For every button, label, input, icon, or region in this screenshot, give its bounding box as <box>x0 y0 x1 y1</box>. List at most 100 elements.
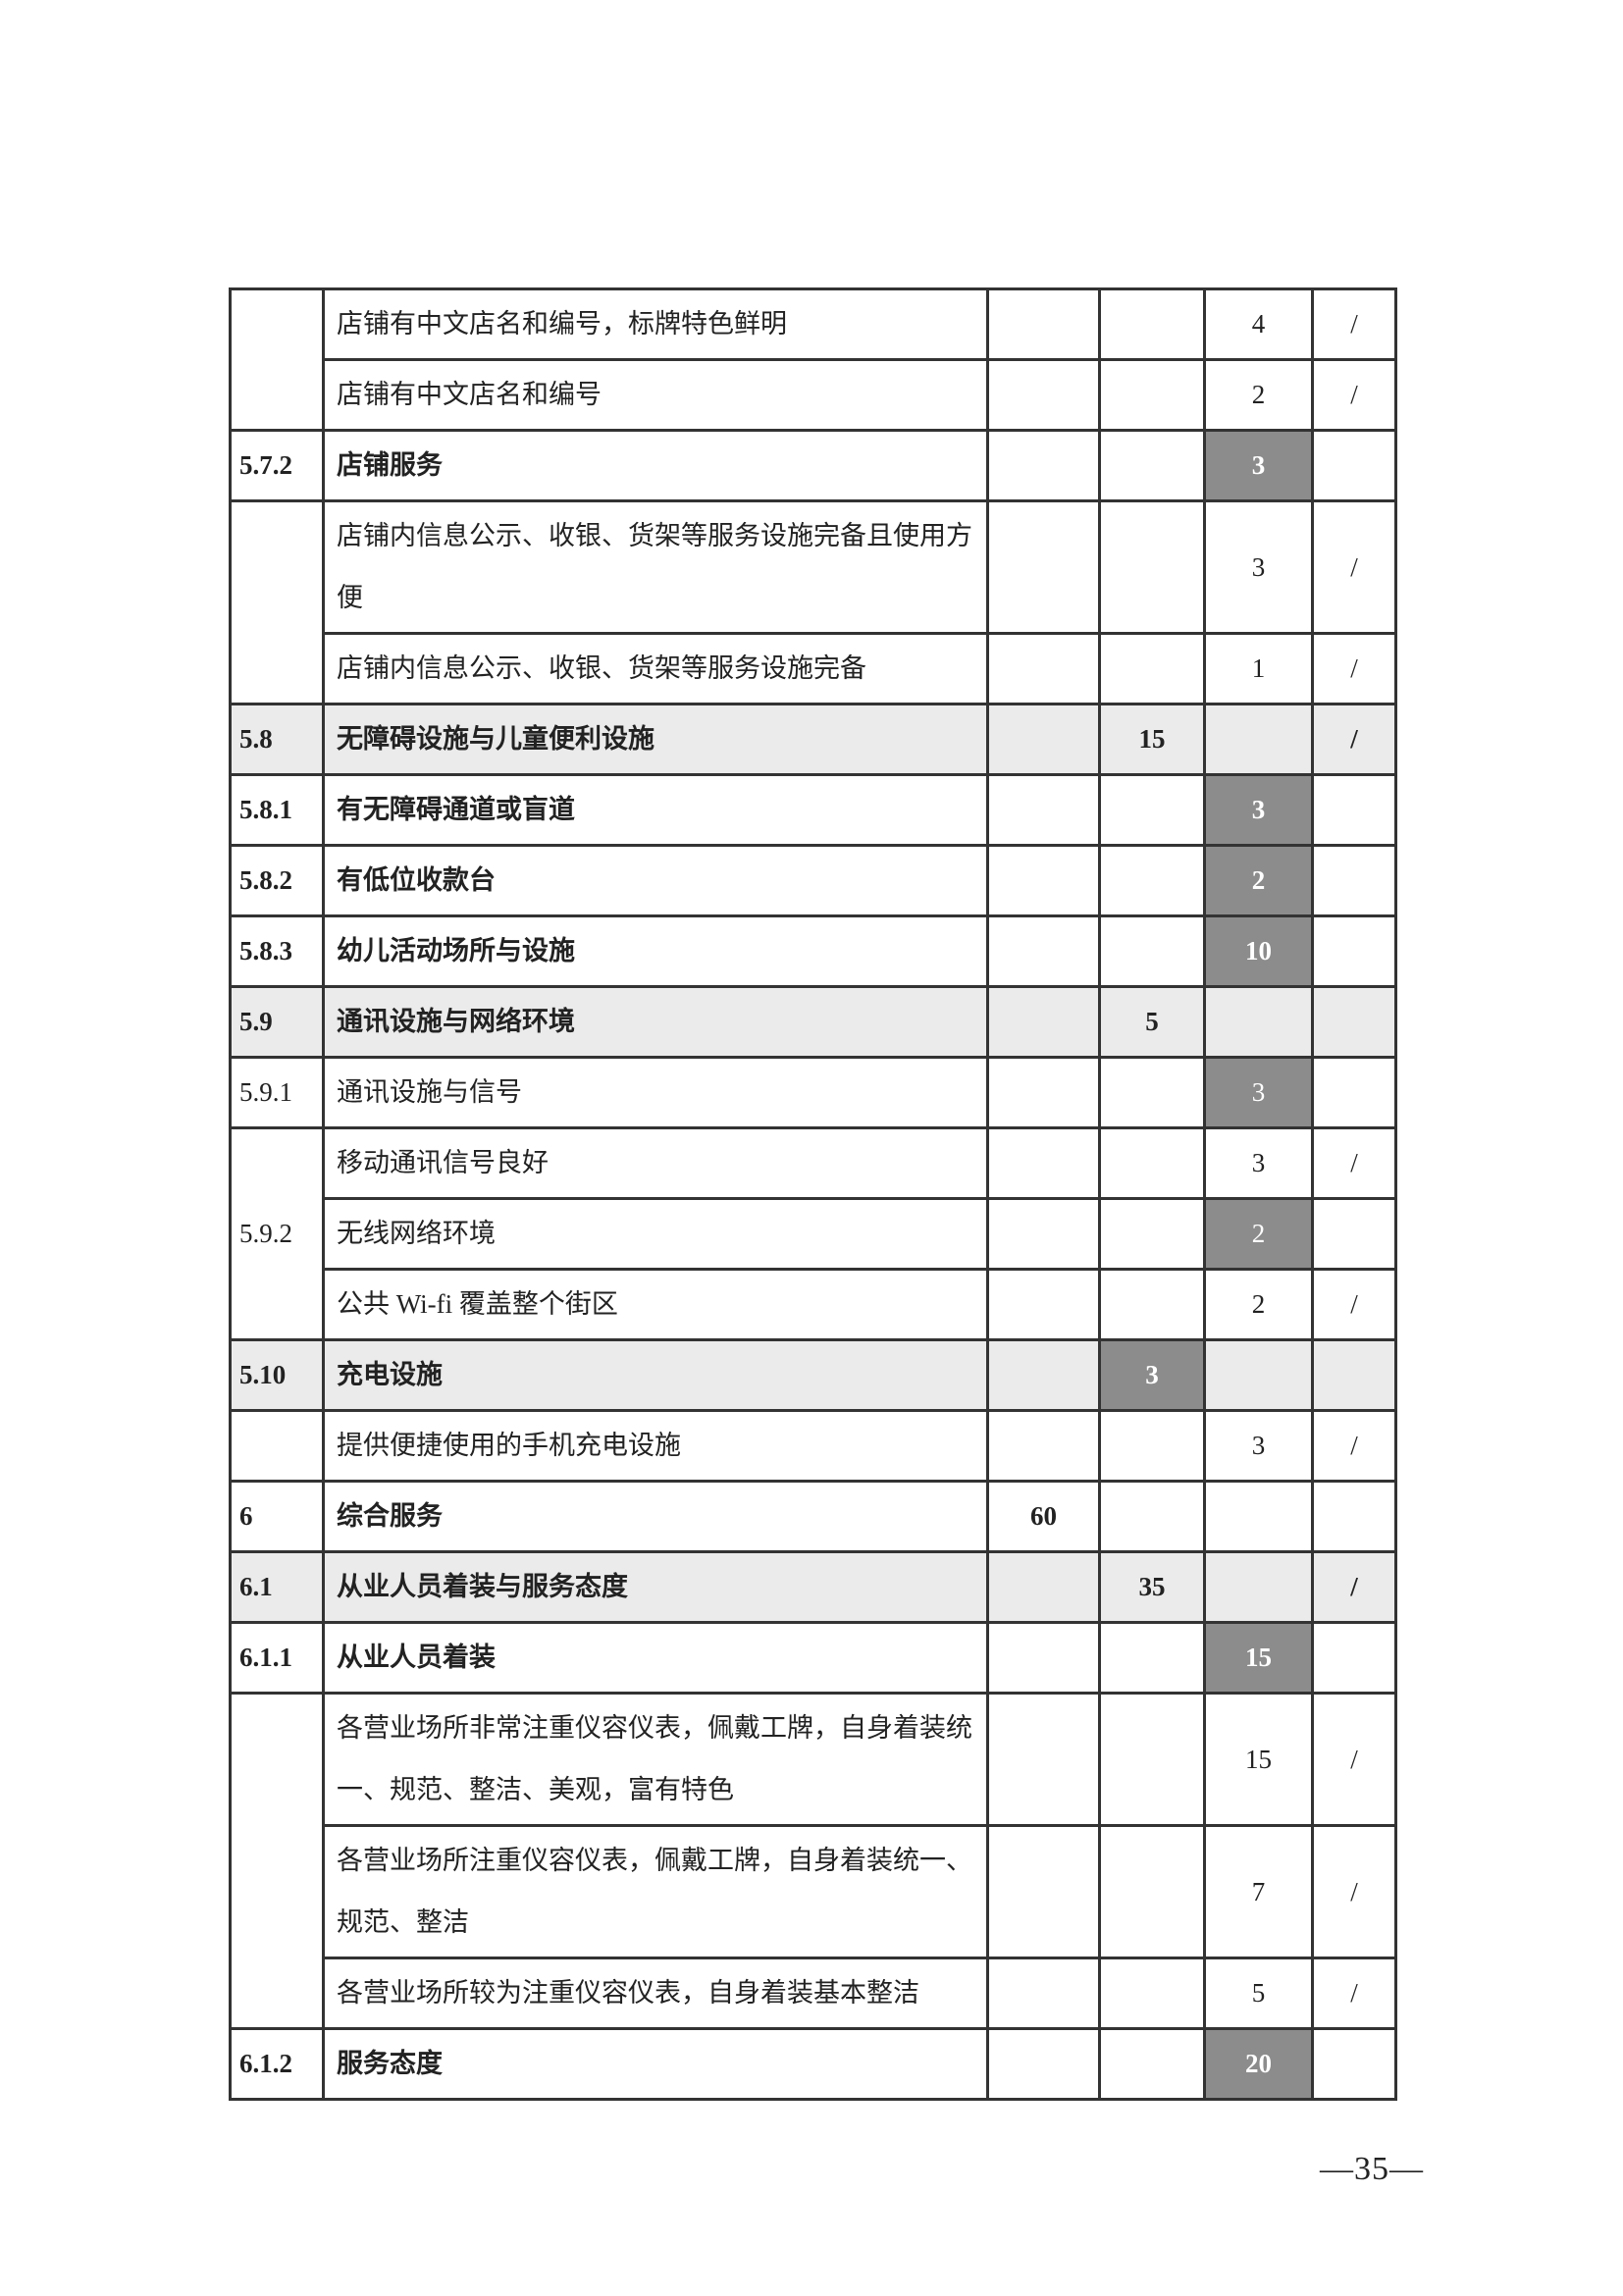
cell-note: / <box>1311 1957 1397 2030</box>
cell-code <box>229 1957 325 2030</box>
scoring-table: 店铺有中文店名和编号，标牌特色鲜明 4/店铺有中文店名和编号 2/5.7.2 店铺服务… <box>229 287 1397 2101</box>
cell-total <box>986 1126 1101 1200</box>
cell-total <box>986 1621 1101 1695</box>
cell-sub <box>1098 1197 1206 1271</box>
cell-total <box>986 632 1101 705</box>
cell-sub <box>1098 773 1206 847</box>
cell-note: / <box>1311 632 1397 705</box>
cell-item: 提供便捷使用的手机充电设施 <box>322 1409 989 1483</box>
cell-total <box>986 1692 1101 1827</box>
cell-code: 5.8 <box>229 703 325 776</box>
cell-total <box>986 1824 1101 1959</box>
cell-total <box>986 773 1101 847</box>
cell-note: / <box>1311 1550 1397 1624</box>
table-row: 6.1 从业人员着装与服务态度 35 / <box>229 1550 1397 1624</box>
cell-sub <box>1098 2027 1206 2101</box>
cell-sub: 5 <box>1098 985 1206 1059</box>
table-row: 店铺有中文店名和编号 2/ <box>229 358 1397 432</box>
cell-score: 2 <box>1203 1268 1314 1341</box>
cell-score <box>1203 1338 1314 1412</box>
cell-score: 3 <box>1203 1056 1314 1129</box>
cell-sub <box>1098 1692 1206 1827</box>
cell-code: 6.1.1 <box>229 1621 325 1695</box>
cell-item: 无线网络环境 <box>322 1197 989 1271</box>
table-row: 6.1.2 服务态度 20 <box>229 2027 1397 2101</box>
cell-sub <box>1098 1126 1206 1200</box>
cell-sub: 15 <box>1098 703 1206 776</box>
cell-note <box>1311 2027 1397 2101</box>
cell-sub <box>1098 914 1206 988</box>
cell-code <box>229 1825 325 1958</box>
cell-note <box>1311 1480 1397 1553</box>
table-row: 各营业场所较为注重仪容仪表，自身着装基本整洁 5/ <box>229 1957 1397 2030</box>
cell-item: 服务态度 <box>322 2027 989 2101</box>
cell-total <box>986 1056 1101 1129</box>
cell-code <box>229 633 325 705</box>
cell-score: 7 <box>1203 1824 1314 1959</box>
cell-total <box>986 1268 1101 1341</box>
cell-note <box>1311 844 1397 917</box>
cell-total <box>986 1550 1101 1624</box>
cell-note: / <box>1311 1692 1397 1827</box>
cell-code: 5.7.2 <box>229 429 325 502</box>
cell-note <box>1311 985 1397 1059</box>
cell-code <box>229 499 325 634</box>
cell-sub <box>1098 287 1206 361</box>
cell-total <box>986 358 1101 432</box>
cell-sub <box>1098 429 1206 502</box>
cell-note <box>1311 914 1397 988</box>
table-row: 各营业场所注重仪容仪表，佩戴工牌，自身着装统一、规范、整洁 7/ <box>229 1824 1397 1959</box>
table-row: 5.10 充电设施 3 <box>229 1338 1397 1412</box>
cell-item: 移动通讯信号良好 <box>322 1126 989 1200</box>
table-row: 5.9.1 通讯设施与信号 3 <box>229 1056 1397 1129</box>
cell-note: / <box>1311 703 1397 776</box>
cell-note: / <box>1311 358 1397 432</box>
cell-code <box>229 1126 325 1199</box>
cell-score <box>1203 1480 1314 1553</box>
cell-code <box>229 1269 325 1341</box>
cell-note <box>1311 429 1397 502</box>
cell-code <box>229 359 325 432</box>
cell-note: / <box>1311 287 1397 361</box>
cell-note: / <box>1311 1824 1397 1959</box>
cell-item: 店铺内信息公示、收银、货架等服务设施完备 <box>322 632 989 705</box>
cell-score <box>1203 985 1314 1059</box>
cell-sub: 3 <box>1098 1338 1206 1412</box>
cell-score: 15 <box>1203 1692 1314 1827</box>
cell-score: 15 <box>1203 1621 1314 1695</box>
cell-total <box>986 703 1101 776</box>
cell-item: 从业人员着装与服务态度 <box>322 1550 989 1624</box>
cell-total <box>986 985 1101 1059</box>
cell-item: 幼儿活动场所与设施 <box>322 914 989 988</box>
cell-score: 3 <box>1203 773 1314 847</box>
cell-item: 从业人员着装 <box>322 1621 989 1695</box>
table-row: 6.1.1 从业人员着装 15 <box>229 1621 1397 1695</box>
cell-note: / <box>1311 1409 1397 1483</box>
cell-code: 5.9.2 <box>229 1198 325 1270</box>
cell-item: 店铺服务 <box>322 429 989 502</box>
cell-total <box>986 1338 1101 1412</box>
cell-total <box>986 287 1101 361</box>
table-row: 店铺内信息公示、收银、货架等服务设施完备 1/ <box>229 632 1397 705</box>
cell-item: 各营业场所非常注重仪容仪表，佩戴工牌，自身着装统一、规范、整洁、美观，富有特色 <box>322 1692 989 1827</box>
cell-note: / <box>1311 1268 1397 1341</box>
cell-sub <box>1098 1268 1206 1341</box>
cell-item: 店铺有中文店名和编号 <box>322 358 989 432</box>
cell-sub <box>1098 1056 1206 1129</box>
cell-total: 60 <box>986 1480 1101 1553</box>
cell-total <box>986 844 1101 917</box>
table-row: 店铺有中文店名和编号，标牌特色鲜明 4/ <box>229 287 1397 361</box>
cell-note: / <box>1311 499 1397 635</box>
cell-score: 4 <box>1203 287 1314 361</box>
cell-score: 20 <box>1203 2027 1314 2101</box>
page-number: —35— <box>1320 2151 1424 2187</box>
cell-score: 3 <box>1203 499 1314 635</box>
cell-code: 6.1.2 <box>229 2027 325 2101</box>
cell-score: 10 <box>1203 914 1314 988</box>
cell-score <box>1203 1550 1314 1624</box>
cell-item: 各营业场所注重仪容仪表，佩戴工牌，自身着装统一、规范、整洁 <box>322 1824 989 1959</box>
cell-score: 2 <box>1203 358 1314 432</box>
cell-code <box>229 1692 325 1826</box>
table-row: 6 综合服务 60 <box>229 1480 1397 1553</box>
cell-note <box>1311 773 1397 847</box>
